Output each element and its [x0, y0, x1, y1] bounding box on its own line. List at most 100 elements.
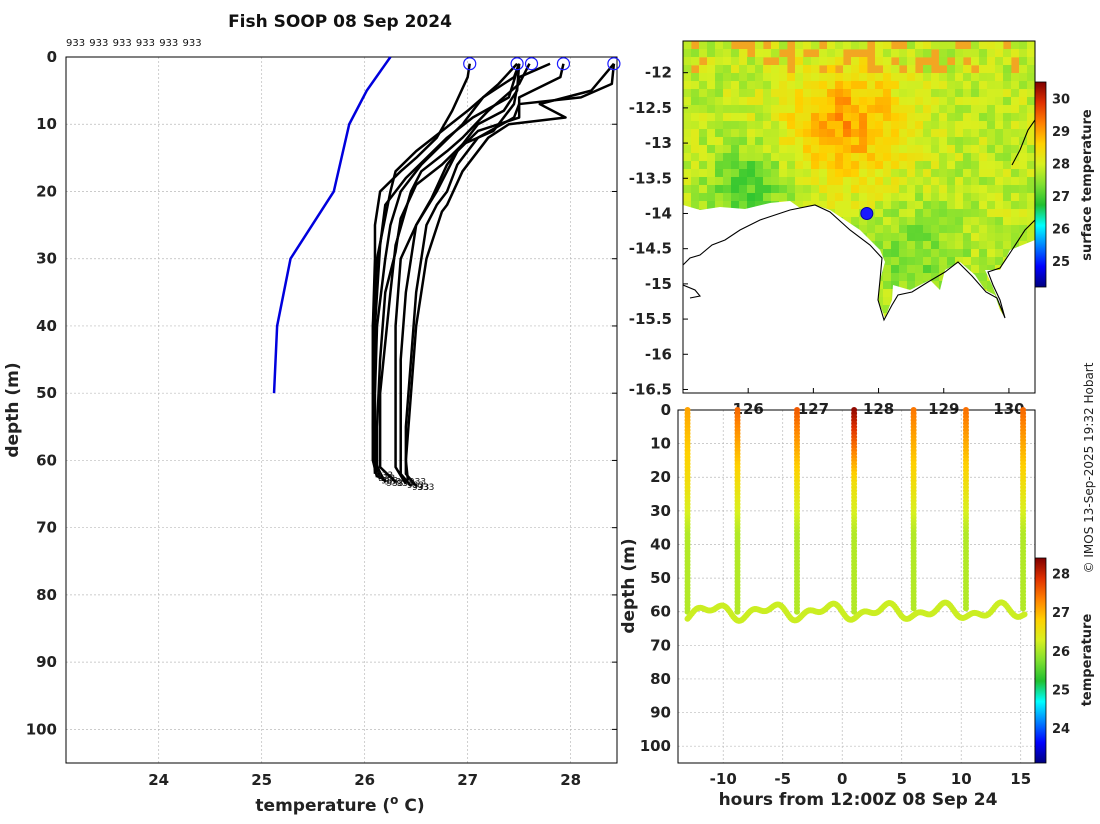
- sst-cell: [931, 177, 940, 186]
- sst-cell: [971, 257, 980, 266]
- sst-cell: [1003, 185, 1012, 194]
- profile-id-label: 933: [89, 38, 108, 49]
- sst-cell: [843, 201, 852, 210]
- sst-cell: [787, 177, 796, 186]
- sst-cell: [979, 97, 988, 106]
- sst-cell: [891, 137, 900, 146]
- sst-cell: [899, 153, 908, 162]
- sst-cell: [811, 121, 820, 130]
- sst-cell: [963, 81, 972, 90]
- sst-cell: [955, 97, 964, 106]
- surface-marker: [510, 57, 524, 71]
- sst-cell: [923, 73, 932, 82]
- sst-cell: [779, 129, 788, 138]
- sst-cell: [1011, 73, 1020, 82]
- sst-cell: [979, 81, 988, 90]
- sst-cell: [691, 185, 700, 194]
- sst-cell: [971, 169, 980, 178]
- sst-cell: [843, 209, 852, 218]
- sst-cell: [923, 233, 932, 242]
- sst-cell: [851, 57, 860, 66]
- sst-cell: [899, 201, 908, 210]
- sst-cell: [899, 129, 908, 138]
- sst-cell: [843, 65, 852, 74]
- sst-cell: [779, 81, 788, 90]
- sst-cell: [747, 177, 756, 186]
- sst-cell: [827, 105, 836, 114]
- sst-cell: [891, 249, 900, 258]
- sst-cell: [931, 233, 940, 242]
- sst-cell: [915, 145, 924, 154]
- profile-end-label: 933: [381, 476, 398, 486]
- sst-cell: [715, 73, 724, 82]
- sst-cell: [859, 89, 868, 98]
- sst-cell: [827, 65, 836, 74]
- sst-cell: [691, 161, 700, 170]
- sst-cell: [803, 137, 812, 146]
- sst-cell: [827, 41, 836, 50]
- sst-cell: [1011, 225, 1020, 234]
- sst-cell: [915, 265, 924, 274]
- sst-cell: [755, 41, 764, 50]
- sst-cell: [843, 81, 852, 90]
- sst-cell: [739, 73, 748, 82]
- sst-cell: [739, 161, 748, 170]
- sst-cell: [691, 201, 700, 210]
- sst-cell: [939, 41, 948, 50]
- sst-cell: [747, 97, 756, 106]
- x-axis-label: temperature (o C): [255, 793, 424, 816]
- sst-cell: [939, 73, 948, 82]
- sst-cell: [1027, 57, 1035, 66]
- sst-cell: [843, 113, 852, 122]
- profile-end-label: 933: [378, 474, 395, 484]
- sst-cell: [835, 121, 844, 130]
- sst-cell: [747, 161, 756, 170]
- sst-cell: [963, 161, 972, 170]
- sst-cell: [731, 73, 740, 82]
- sst-cell: [755, 161, 764, 170]
- sst-cell: [1003, 65, 1012, 74]
- sst-cell: [763, 105, 772, 114]
- sst-cell: [1019, 161, 1028, 170]
- sst-cell: [691, 105, 700, 114]
- longitude-tick-label: 130: [993, 400, 1024, 418]
- sst-cell: [923, 169, 932, 178]
- sst-colorbar-tick: 30: [1052, 92, 1070, 107]
- sst-cell: [1019, 201, 1028, 210]
- sst-cell: [851, 185, 860, 194]
- sst-cell: [819, 161, 828, 170]
- sst-cell: [891, 153, 900, 162]
- sst-cell: [891, 193, 900, 202]
- sst-cell: [923, 137, 932, 146]
- sst-cell: [731, 129, 740, 138]
- sst-cell: [963, 49, 972, 58]
- sst-cell: [1003, 233, 1012, 242]
- sst-cell: [859, 129, 868, 138]
- sst-cell: [907, 153, 916, 162]
- sst-cell: [691, 97, 700, 106]
- sst-cell: [915, 273, 924, 282]
- sst-cell: [1011, 201, 1020, 210]
- sst-cell: [787, 145, 796, 154]
- sst-cell: [739, 105, 748, 114]
- sst-cell: [827, 161, 836, 170]
- sst-cell: [1011, 121, 1020, 130]
- sst-cell: [955, 201, 964, 210]
- sst-cell: [859, 177, 868, 186]
- sst-cell: [931, 241, 940, 250]
- sst-cell: [939, 193, 948, 202]
- sst-cell: [707, 153, 716, 162]
- sst-cell: [859, 161, 868, 170]
- sst-cell: [987, 57, 996, 66]
- x-tick-label: 25: [251, 771, 272, 789]
- profile-3-line: [373, 63, 521, 482]
- sst-cell: [835, 113, 844, 122]
- profile-id-label: 933: [113, 38, 132, 49]
- sst-cell: [891, 89, 900, 98]
- sst-cell: [955, 105, 964, 114]
- sst-cell: [795, 137, 804, 146]
- sst-cell: [811, 169, 820, 178]
- sst-cell: [835, 209, 844, 218]
- sst-cell: [731, 137, 740, 146]
- sst-cell: [723, 145, 732, 154]
